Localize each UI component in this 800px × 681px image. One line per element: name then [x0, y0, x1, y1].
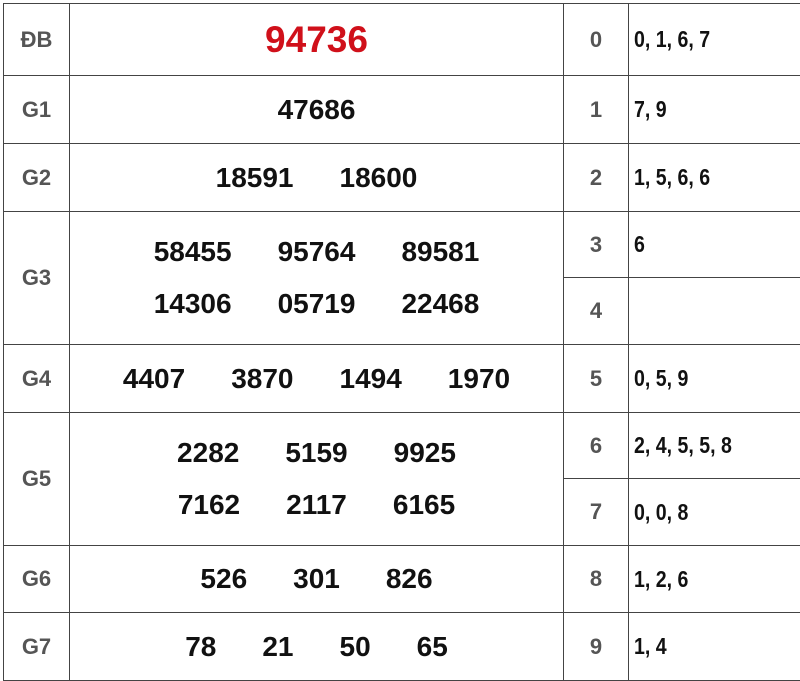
number-line: 94736 — [70, 19, 563, 61]
prize-label: G7 — [4, 613, 70, 681]
prize-number: 14306 — [154, 288, 232, 320]
tail-digits: 0, 0, 8 — [629, 479, 800, 546]
prize-number: 58455 — [154, 236, 232, 268]
tail-values: 7, 9 — [634, 96, 667, 123]
tail-values: 6 — [634, 231, 645, 258]
head-digit: 9 — [564, 613, 629, 681]
prize-number: 47686 — [278, 94, 356, 126]
tail-digits: 1, 5, 6, 6 — [629, 144, 800, 212]
tail-digits: 0, 1, 6, 7 — [629, 4, 800, 76]
prize-number: 7162 — [178, 489, 240, 521]
prize-label: G5 — [4, 413, 70, 546]
tail-values: 2, 4, 5, 5, 8 — [634, 432, 732, 459]
head-digit: 8 — [564, 546, 629, 613]
prize-numbers: 18591 18600 — [70, 144, 564, 212]
prize-number: 9925 — [394, 437, 456, 469]
number-line: 14306 05719 22468 — [70, 288, 563, 320]
prize-number: 1970 — [448, 363, 510, 395]
number-line: 526 301 826 — [70, 563, 563, 595]
tail-digits: 2, 4, 5, 5, 8 — [629, 413, 800, 479]
tail-digits: 0, 5, 9 — [629, 345, 800, 413]
head-digit: 3 — [564, 212, 629, 278]
prize-number: 1494 — [340, 363, 402, 395]
head-digit: 1 — [564, 76, 629, 144]
prize-number: 2282 — [177, 437, 239, 469]
prize-label: G4 — [4, 345, 70, 413]
number-line: 7162 2117 6165 — [70, 489, 563, 521]
prize-number: 301 — [293, 563, 340, 595]
prize-number: 50 — [340, 631, 371, 663]
prize-number: 18591 — [216, 162, 294, 194]
prize-label: G6 — [4, 546, 70, 613]
tail-digits — [629, 278, 800, 345]
prize-number: 78 — [185, 631, 216, 663]
number-line: 18591 18600 — [70, 162, 563, 194]
tail-digits: 1, 2, 6 — [629, 546, 800, 613]
prize-number: 05719 — [278, 288, 356, 320]
prize-number: 4407 — [123, 363, 185, 395]
tail-digits: 6 — [629, 212, 800, 278]
tail-values: 0, 5, 9 — [634, 365, 688, 392]
head-digit: 0 — [564, 4, 629, 76]
prize-label: G3 — [4, 212, 70, 345]
prize-label: G2 — [4, 144, 70, 212]
head-digit: 7 — [564, 479, 629, 546]
head-digit: 6 — [564, 413, 629, 479]
prize-numbers: 4407 3870 1494 1970 — [70, 345, 564, 413]
prize-label: G1 — [4, 76, 70, 144]
prize-number: 526 — [200, 563, 247, 595]
prize-number: 6165 — [393, 489, 455, 521]
number-line: 58455 95764 89581 — [70, 236, 563, 268]
tail-digits: 7, 9 — [629, 76, 800, 144]
prize-label: ĐB — [4, 4, 70, 76]
prize-number: 5159 — [285, 437, 347, 469]
prize-number: 3870 — [231, 363, 293, 395]
tail-values: 1, 5, 6, 6 — [634, 164, 710, 191]
prize-numbers: 47686 — [70, 76, 564, 144]
number-line: 2282 5159 9925 — [70, 437, 563, 469]
number-line: 4407 3870 1494 1970 — [70, 363, 563, 395]
prize-number: 95764 — [278, 236, 356, 268]
prize-number: 22468 — [401, 288, 479, 320]
tail-values: 1, 2, 6 — [634, 566, 688, 593]
prize-numbers: 526 301 826 — [70, 546, 564, 613]
special-prize-number: 94736 — [265, 19, 368, 61]
head-digit: 5 — [564, 345, 629, 413]
tail-values: 0, 0, 8 — [634, 499, 688, 526]
head-digit: 4 — [564, 278, 629, 345]
prize-numbers: 58455 95764 89581 14306 05719 22468 — [70, 212, 564, 345]
tail-digits: 1, 4 — [629, 613, 800, 681]
number-line: 78 21 50 65 — [70, 631, 563, 663]
tail-values: 1, 4 — [634, 633, 667, 660]
head-digit: 2 — [564, 144, 629, 212]
prize-number: 21 — [262, 631, 293, 663]
prize-numbers: 78 21 50 65 — [70, 613, 564, 681]
prize-numbers: 2282 5159 9925 7162 2117 6165 — [70, 413, 564, 546]
prize-number: 65 — [417, 631, 448, 663]
tail-values: 0, 1, 6, 7 — [634, 26, 710, 53]
prize-number: 826 — [386, 563, 433, 595]
prize-number: 18600 — [340, 162, 418, 194]
prize-numbers: 94736 — [70, 4, 564, 76]
prize-number: 2117 — [286, 489, 347, 521]
number-line: 47686 — [70, 94, 563, 126]
prize-number: 89581 — [401, 236, 479, 268]
